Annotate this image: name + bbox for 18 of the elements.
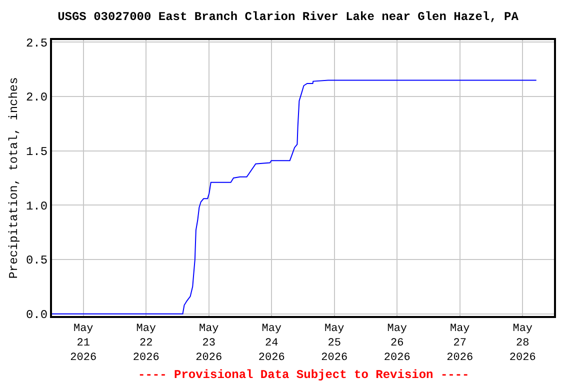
x-tick-label: May 27 2026 — [446, 323, 474, 364]
y-tick-label: 0.5 — [26, 254, 48, 268]
x-tick-label: May 24 2026 — [258, 323, 285, 364]
x-tick-label: May 28 2026 — [509, 323, 536, 364]
x-tick-label: May 22 2026 — [132, 323, 160, 364]
x-tick-label: May 23 2026 — [196, 323, 222, 364]
y-tick-label: 2.0 — [26, 90, 48, 105]
y-axis-title: Precipitation, total, inches — [6, 77, 21, 279]
chart-title: USGS 03027000 East Branch Clarion River Lake near Glen Hazel, PA — [58, 10, 520, 24]
y-tick-label: 1.5 — [26, 145, 48, 160]
y-tick-label: 0.0 — [26, 308, 48, 322]
x-tick-label: May 26 2026 — [384, 323, 410, 364]
y-tick-label: 1.0 — [26, 199, 48, 214]
x-tick-label: May 21 2026 — [70, 323, 97, 364]
text: ---- Provisional Data Subject to Revision ---- — [138, 368, 470, 382]
line-series — [52, 80, 537, 314]
x-tick-label: May 25 2026 — [321, 323, 348, 364]
y-tick-label: 2.5 — [26, 36, 48, 50]
